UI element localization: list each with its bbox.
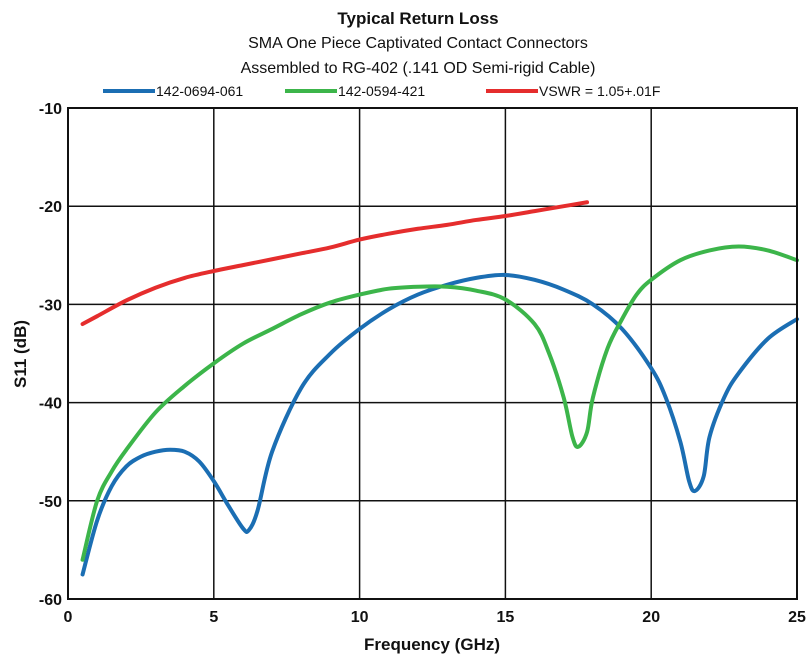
x-tick-label: 15 xyxy=(497,609,515,626)
chart-title: Typical Return Loss xyxy=(337,9,498,28)
x-tick-label: 25 xyxy=(788,609,806,626)
y-tick-labels: -60 -50 -40 -30 -20 -10 xyxy=(39,101,62,609)
grid xyxy=(67,107,798,600)
x-tick-label: 5 xyxy=(209,609,218,626)
chart-subtitle-line-2: Assembled to RG-402 (.141 OD Semi-rigid … xyxy=(241,60,596,77)
y-tick-label: -30 xyxy=(39,297,62,314)
plot-frame xyxy=(67,107,798,600)
y-axis-label: S11 (dB) xyxy=(11,320,30,388)
chart-subtitle-line-1: SMA One Piece Captivated Contact Connect… xyxy=(248,35,588,52)
y-tick-label: -10 xyxy=(39,101,62,118)
series-line-1 xyxy=(80,272,799,577)
legend-label-1: 142-0694-061 xyxy=(156,83,243,99)
y-tick-label: -40 xyxy=(39,396,62,413)
series-line-3 xyxy=(80,200,590,327)
legend: 142-0694-061 142-0594-421 VSWR = 1.05+.01F xyxy=(103,83,660,99)
series-group xyxy=(80,200,799,577)
x-tick-label: 10 xyxy=(351,609,369,626)
y-tick-label: -60 xyxy=(39,592,62,609)
x-tick-labels: 0 5 10 15 20 25 xyxy=(64,609,806,626)
legend-label-2: 142-0594-421 xyxy=(338,83,425,99)
x-tick-label: 20 xyxy=(642,609,660,626)
series-line-2 xyxy=(80,244,799,562)
legend-label-3: VSWR = 1.05+.01F xyxy=(539,83,660,99)
y-tick-label: -20 xyxy=(39,199,62,216)
x-axis-label: Frequency (GHz) xyxy=(364,635,500,654)
x-tick-label: 0 xyxy=(64,609,73,626)
y-tick-label: -50 xyxy=(39,494,62,511)
